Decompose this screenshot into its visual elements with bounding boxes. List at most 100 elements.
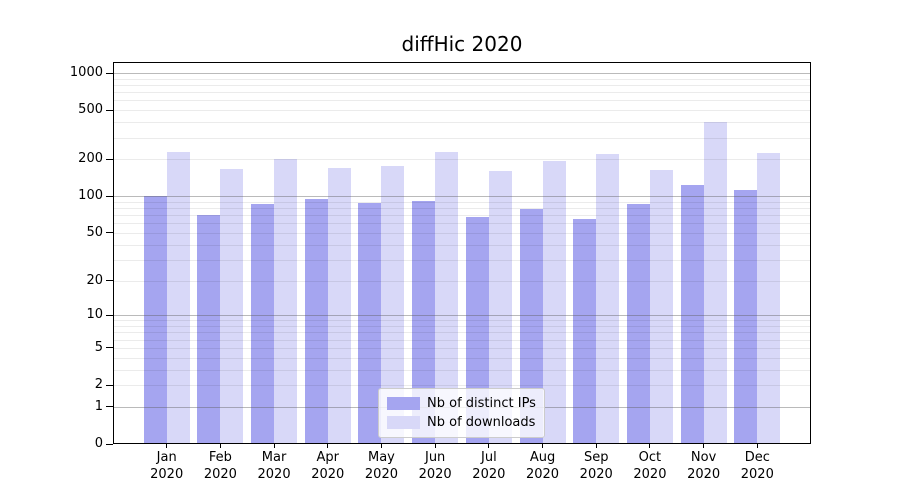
y-tick-label-20: 20 (86, 272, 103, 288)
gridline-minor-4 (113, 357, 811, 359)
legend-label-distinct-ips: Nb of distinct IPs (427, 396, 536, 411)
legend-swatch-distinct-ips (387, 397, 420, 410)
x-tick-label-may: May 2020 (353, 449, 409, 483)
gridline-minor-900 (113, 78, 811, 80)
x-tick-mark-mar (273, 444, 275, 448)
gridline-major-10 (113, 315, 811, 317)
legend-item-distinct-ips: Nb of distinct IPs (387, 394, 544, 413)
month-label-nov: Nov (690, 450, 717, 465)
year-label-oct: 2020 (633, 467, 667, 482)
x-tick-label-jun: Jun 2020 (407, 449, 463, 483)
chart-title: diffHic 2020 (401, 32, 523, 56)
year-label-may: 2020 (364, 467, 398, 482)
y-tick-label-200: 200 (78, 151, 103, 167)
x-tick-mark-feb (219, 444, 221, 448)
bar-downloads-dec (757, 152, 781, 444)
bar-downloads-jan (166, 152, 190, 444)
year-label-jan: 2020 (150, 467, 184, 482)
y-tick-mark-1000 (106, 72, 113, 74)
legend-swatch-downloads (387, 416, 420, 429)
bar-downloads-sep (596, 153, 620, 444)
x-tick-label-oct: Oct 2020 (622, 449, 678, 483)
y-tick-mark-10 (106, 314, 113, 316)
month-label-oct: Oct (638, 450, 662, 465)
year-label-sep: 2020 (579, 467, 613, 482)
gridline-major-100 (113, 196, 811, 198)
x-tick-mark-nov (703, 444, 705, 448)
gridline-minor-80 (113, 208, 811, 210)
bar-distinct-ips-sep (573, 219, 597, 444)
y-tick-mark-5 (106, 347, 113, 349)
bar-downloads-apr (327, 167, 351, 444)
x-tick-mark-jun (434, 444, 436, 448)
bar-downloads-mar (274, 159, 298, 444)
gridline-minor-700 (113, 92, 811, 94)
y-tick-label-50: 50 (86, 224, 103, 240)
gridline-minor-20 (113, 280, 811, 282)
x-tick-label-jul: Jul 2020 (461, 449, 517, 483)
bar-distinct-ips-oct (626, 204, 650, 444)
gridline-minor-400 (113, 122, 811, 124)
x-tick-label-mar: Mar 2020 (246, 449, 302, 483)
gridline-minor-30 (113, 259, 811, 261)
x-tick-label-dec: Dec 2020 (729, 449, 785, 483)
y-tick-label-2: 2 (94, 377, 103, 393)
gridline-minor-70 (113, 215, 811, 217)
x-tick-label-apr: Apr 2020 (300, 449, 356, 483)
gridline-minor-60 (113, 223, 811, 225)
month-label-feb: Feb (208, 450, 232, 465)
gridline-minor-7 (113, 332, 811, 334)
month-label-jul: Jul (481, 450, 497, 465)
bar-distinct-ips-aug (519, 209, 543, 444)
gridline-minor-3 (113, 369, 811, 371)
bars-layer (113, 62, 811, 444)
bar-downloads-may (381, 165, 405, 444)
bar-downloads-aug (542, 160, 566, 444)
month-label-jan: Jan (156, 450, 177, 465)
y-tick-label-5: 5 (94, 339, 103, 355)
x-tick-mark-apr (327, 444, 329, 448)
gridline-minor-9 (113, 320, 811, 322)
y-tick-label-1: 1 (94, 398, 103, 414)
x-tick-mark-sep (595, 444, 597, 448)
month-label-mar: Mar (261, 450, 287, 465)
legend: Nb of distinct IPs Nb of downloads (378, 388, 545, 438)
bar-distinct-ips-apr (304, 198, 328, 444)
bar-distinct-ips-feb (197, 215, 221, 444)
month-label-sep: Sep (583, 450, 609, 465)
year-label-jun: 2020 (418, 467, 452, 482)
x-tick-label-sep: Sep 2020 (568, 449, 624, 483)
y-tick-label-100: 100 (78, 188, 103, 204)
y-tick-label-1000: 1000 (69, 65, 103, 81)
bar-distinct-ips-mar (251, 204, 275, 444)
gridline-minor-50 (113, 232, 811, 234)
year-label-mar: 2020 (257, 467, 291, 482)
month-label-jun: Jun (424, 450, 446, 465)
x-tick-mark-jan (166, 444, 168, 448)
gridline-minor-200 (113, 159, 811, 161)
y-tick-label-10: 10 (86, 307, 103, 323)
month-label-apr: Apr (316, 450, 340, 465)
bar-distinct-ips-nov (680, 184, 704, 444)
year-label-apr: 2020 (311, 467, 345, 482)
month-label-dec: Dec (744, 450, 770, 465)
x-tick-mark-jul (488, 444, 490, 448)
gridline-minor-40 (113, 244, 811, 246)
gridline-minor-5 (113, 347, 811, 349)
y-tick-label-500: 500 (78, 102, 103, 118)
y-tick-mark-500 (106, 109, 113, 111)
y-tick-mark-2 (106, 384, 113, 386)
bar-distinct-ips-dec (734, 190, 758, 444)
year-label-feb: 2020 (203, 467, 237, 482)
gridline-minor-90 (113, 201, 811, 203)
gridline-major-1000 (113, 73, 811, 75)
gridline-minor-600 (113, 100, 811, 102)
gridline-minor-6 (113, 339, 811, 341)
plot-area: Nb of distinct IPs Nb of downloads (113, 62, 811, 444)
year-label-nov: 2020 (687, 467, 721, 482)
bar-downloads-feb (220, 169, 244, 444)
bar-distinct-ips-jan (143, 196, 167, 444)
month-label-may: May (368, 450, 395, 465)
gridline-minor-8 (113, 326, 811, 328)
